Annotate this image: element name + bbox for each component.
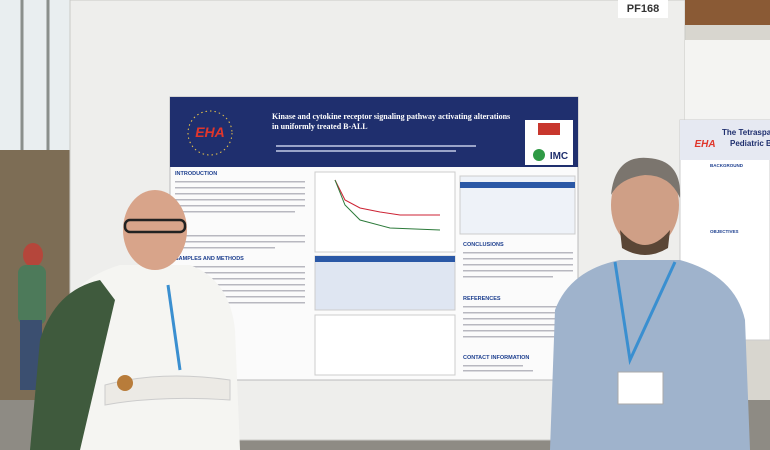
section-title: SAMPLES AND METHODS: [175, 256, 244, 262]
poster-table-head: [315, 256, 455, 262]
person-right-head: [611, 161, 679, 249]
poster-table: [314, 255, 456, 311]
logo-gear: [533, 149, 545, 161]
poster-figure: [314, 314, 456, 376]
body-text: [175, 181, 305, 304]
logo-right: IMC: [550, 151, 568, 162]
poster-figure: [314, 171, 456, 253]
hair: [611, 157, 681, 198]
neighbor-logo: EHA: [694, 139, 715, 150]
neighbor-subtitle: Pediatric B: [730, 139, 770, 148]
poster-title: Kinase and cytokine receptor signaling p…: [272, 112, 511, 131]
lanyard: [613, 261, 677, 366]
poster-title-box: Kinase and cytokine receptor signaling p…: [272, 112, 511, 131]
person-bg: [18, 265, 46, 325]
poster-header: [170, 97, 578, 167]
glasses: [123, 218, 187, 234]
person-bg: [23, 243, 43, 267]
watch: [117, 375, 133, 391]
logo-aa: [538, 123, 560, 135]
person-right-shirt: [550, 260, 750, 450]
logo-ring: [187, 110, 233, 156]
board-label: PF168: [627, 3, 659, 15]
logo-left: EHA: [195, 124, 225, 140]
beard: [620, 230, 670, 255]
poster-curve: [334, 179, 440, 216]
affiliations: [276, 150, 456, 152]
badge: [617, 371, 664, 405]
authors: [276, 145, 476, 147]
window: [0, 0, 70, 160]
lanyard: [166, 284, 182, 371]
section-title: INTRODUCTION: [175, 171, 217, 177]
person-left-arms: [104, 375, 231, 406]
person-left-head: [123, 190, 187, 270]
poster-table-head: [460, 182, 575, 188]
section-title: REFERENCES: [463, 296, 501, 302]
body-text: [463, 252, 573, 372]
section-title: CONTACT INFORMATION: [463, 355, 529, 361]
board-label-bg: [618, 0, 668, 18]
section-title: CONCLUSIONS: [463, 242, 504, 248]
neighbor-header: [680, 120, 770, 160]
neighbor-section: BACKGROUND: [710, 163, 744, 168]
ceiling-wood: [685, 0, 770, 25]
person-bg: [20, 320, 42, 390]
neighbor-title: The Tetraspan: [722, 128, 770, 137]
neighbor-section: OBJECTIVES: [710, 229, 739, 234]
poster-curve: [334, 179, 441, 231]
backpack: [30, 280, 115, 450]
